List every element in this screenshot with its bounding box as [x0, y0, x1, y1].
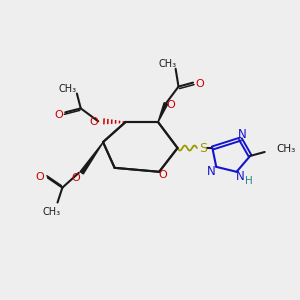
Polygon shape — [80, 142, 103, 174]
Text: O: O — [167, 100, 175, 110]
Text: O: O — [36, 172, 44, 182]
Text: N: N — [207, 165, 216, 178]
Text: CH₃: CH₃ — [58, 84, 76, 94]
Text: O: O — [54, 110, 63, 120]
Text: CH₃: CH₃ — [159, 59, 177, 69]
Text: N: N — [236, 170, 245, 183]
Polygon shape — [158, 103, 168, 122]
Text: H: H — [245, 176, 253, 186]
Text: O: O — [195, 79, 204, 88]
Text: O: O — [159, 170, 167, 180]
Text: N: N — [238, 128, 247, 141]
Text: CH₃: CH₃ — [43, 207, 61, 218]
Text: O: O — [71, 173, 80, 183]
Text: O: O — [89, 117, 98, 127]
Text: S: S — [199, 142, 207, 154]
Text: CH₃: CH₃ — [276, 144, 296, 154]
